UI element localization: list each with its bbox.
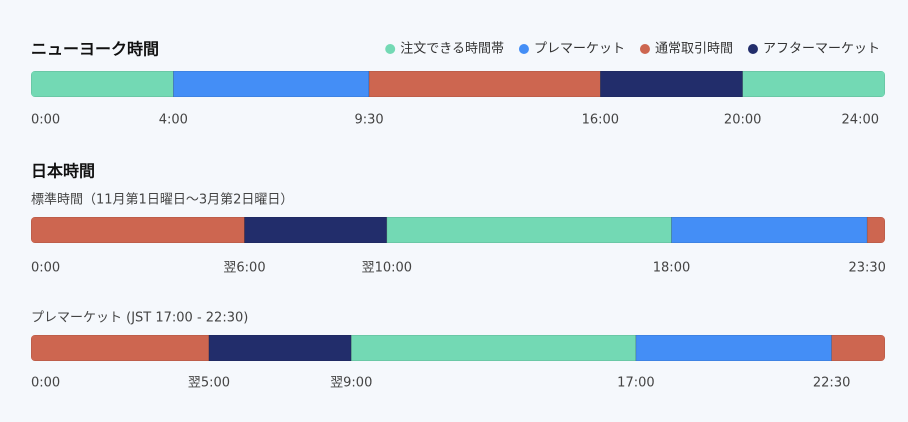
legend-label: 注文できる時間帯	[400, 42, 504, 57]
segment	[173, 71, 370, 97]
x-tick-label: 22:30	[813, 376, 850, 391]
x-tick-label: 0:00	[31, 261, 60, 276]
segment	[671, 217, 868, 243]
bar	[31, 71, 885, 97]
segment	[635, 335, 832, 361]
segment	[386, 217, 672, 243]
legend-marker	[639, 44, 650, 54]
x-tick-label: 16:00	[582, 113, 619, 128]
legend-label: 通常取引時間	[655, 42, 733, 57]
x-tick-label: 翌10:00	[362, 261, 412, 276]
x-tick-label: 24:00	[842, 113, 879, 128]
segment	[831, 335, 885, 361]
segment	[368, 71, 601, 97]
legend-label: プレマーケット	[534, 42, 625, 57]
legend-marker	[747, 44, 758, 54]
segment	[31, 71, 174, 97]
segment	[742, 71, 885, 97]
bar	[31, 217, 885, 243]
bar	[31, 335, 885, 361]
x-tick-label: 23:30	[848, 261, 885, 276]
x-tick-label: 翌6:00	[223, 261, 265, 276]
legend-label: アフターマーケット	[763, 42, 880, 57]
legend-marker	[518, 44, 529, 54]
x-tick-label: 18:00	[653, 261, 690, 276]
x-tick-label: 9:30	[354, 113, 383, 128]
x-tick-label: 翌5:00	[188, 376, 230, 391]
x-tick-label: 0:00	[31, 376, 60, 391]
segment	[31, 335, 210, 361]
x-tick-label: 17:00	[617, 376, 654, 391]
x-tick-label: 翌9:00	[330, 376, 372, 391]
segment	[350, 335, 637, 361]
x-tick-label: 0:00	[31, 113, 60, 128]
segment	[600, 71, 743, 97]
bar-subtitle: 標準時間（11月第1日曜日〜3月第2日曜日）	[31, 192, 293, 208]
legend-marker	[385, 44, 396, 54]
bar-subtitle: プレマーケット (JST 17:00 - 22:30)	[31, 311, 248, 326]
section-title: 日本時間	[31, 162, 95, 181]
segment	[208, 335, 352, 361]
segment	[244, 217, 388, 243]
chart-title: ニューヨーク時間	[31, 40, 159, 59]
segment	[866, 217, 885, 243]
x-tick-label: 4:00	[159, 113, 188, 128]
segment	[31, 217, 245, 243]
x-tick-label: 20:00	[724, 113, 761, 128]
